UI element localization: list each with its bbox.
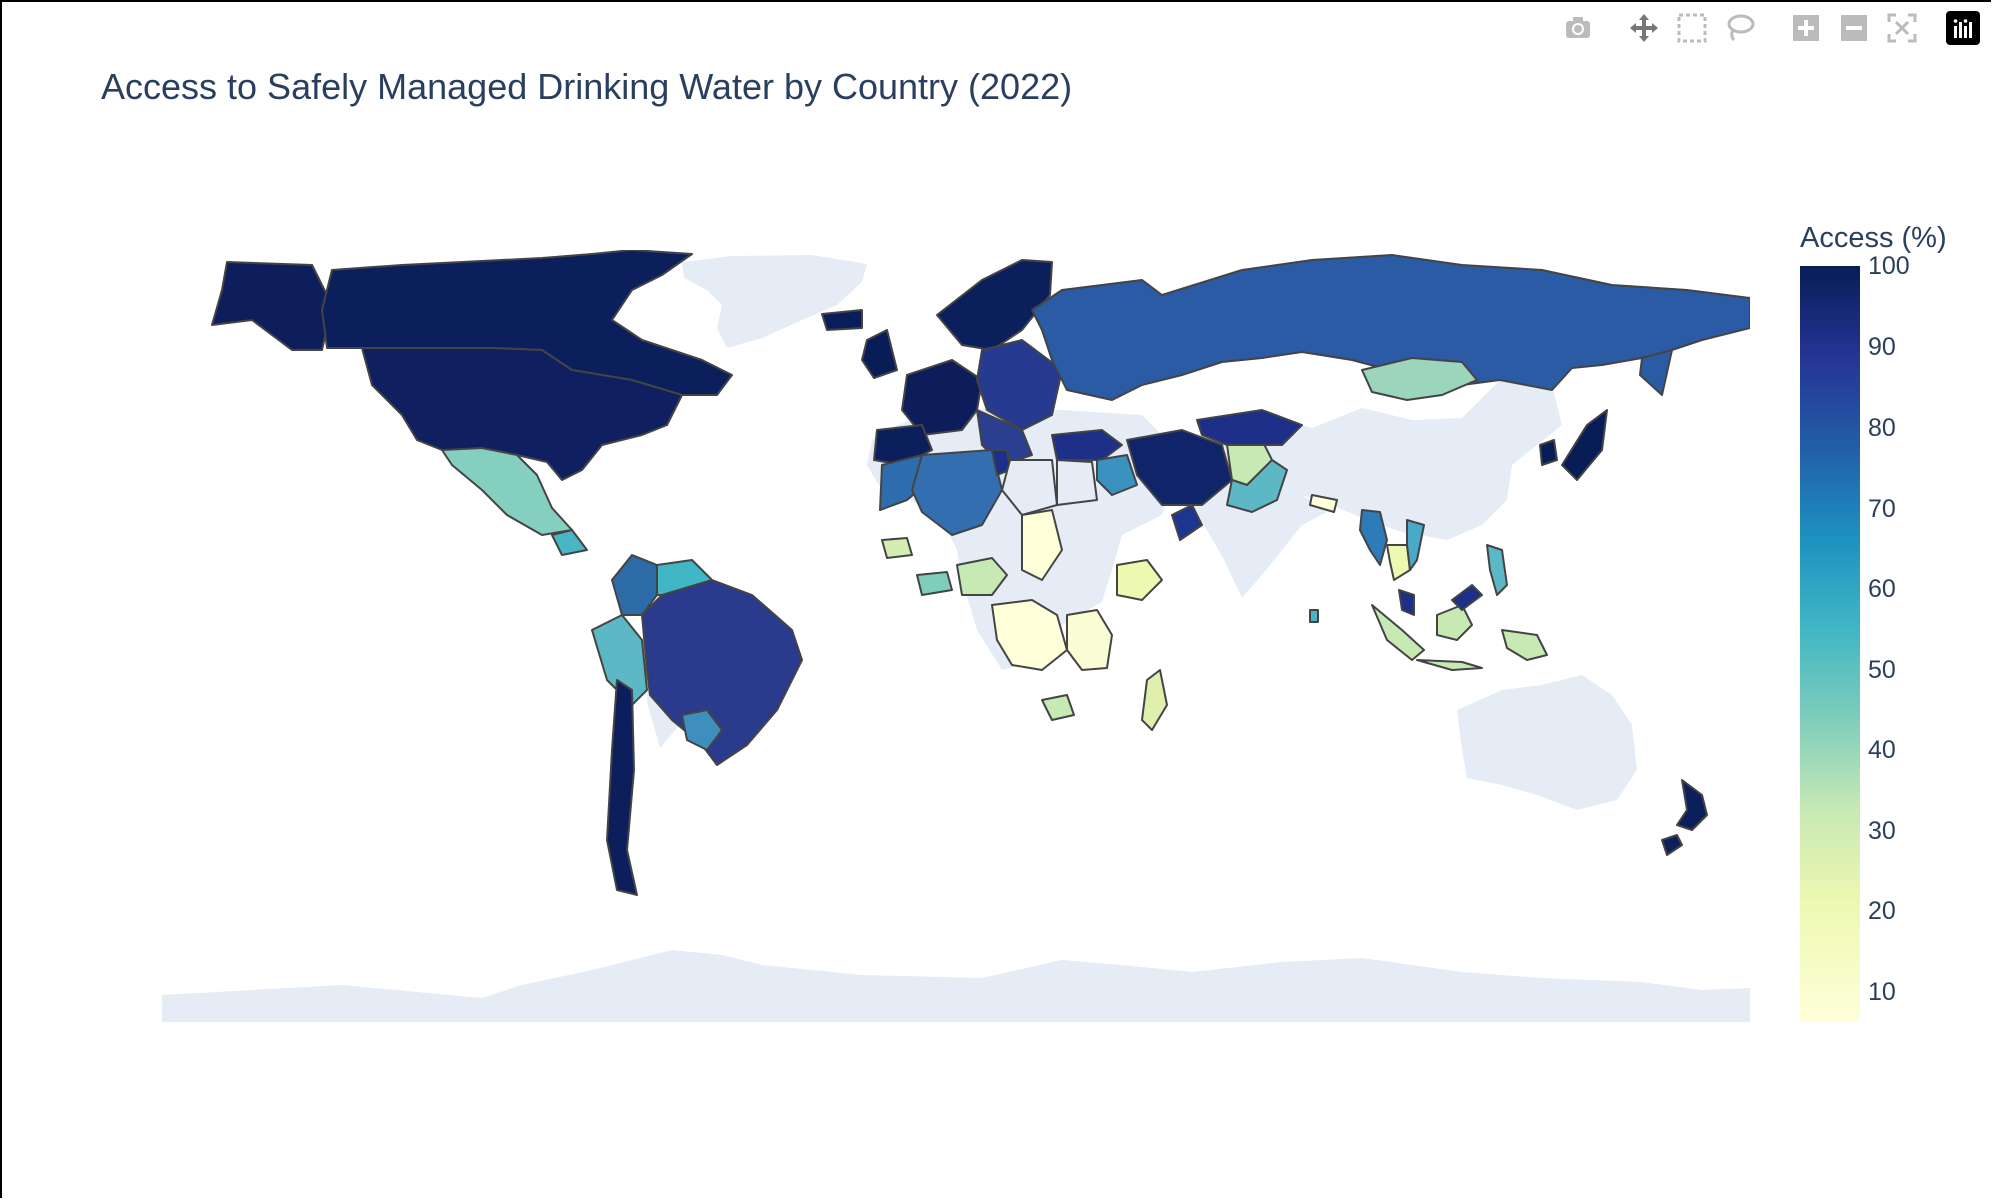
country-iran[interactable] (1126, 429, 1233, 506)
country-sri-lanka[interactable] (1309, 609, 1319, 623)
colorbar (1800, 266, 1860, 1022)
country-oman[interactable] (1171, 504, 1203, 541)
chart-title: Access to Safely Managed Drinking Water … (101, 66, 1073, 107)
country-western-europe[interactable] (901, 359, 983, 436)
country-vietnam[interactable] (1406, 519, 1425, 571)
country-australia[interactable] (1457, 675, 1637, 810)
zoom-in-icon[interactable] (1788, 10, 1824, 46)
country-iraq[interactable] (1096, 454, 1138, 496)
country-niger-chad[interactable] (1021, 509, 1063, 581)
country-mongolia[interactable] (1361, 357, 1478, 401)
country-new-zealand[interactable] (1661, 779, 1708, 856)
colorbar-tick: 100 (1868, 252, 1910, 280)
country-nepal[interactable] (1309, 494, 1338, 513)
plotly-logo-icon[interactable] (1946, 11, 1980, 45)
country-myanmar[interactable] (1359, 509, 1388, 566)
lasso-icon[interactable] (1722, 10, 1758, 46)
colorbar-tick: 40 (1868, 736, 1896, 764)
colorbar-tick: 70 (1868, 495, 1896, 523)
country-iceland[interactable] (821, 309, 863, 331)
country-central-asia[interactable] (1196, 409, 1303, 446)
country-antarctica[interactable] (162, 950, 1750, 1022)
country-malaysia[interactable] (1398, 589, 1415, 616)
country-pakistan[interactable] (1226, 459, 1288, 513)
country-indonesia[interactable] (1371, 604, 1548, 671)
colorbar-tick: 10 (1868, 978, 1896, 1006)
colorbar-tick: 90 (1868, 333, 1896, 361)
country-ghana[interactable] (916, 571, 953, 596)
country-guatemala[interactable] (551, 529, 588, 556)
country-uk[interactable] (861, 329, 898, 379)
country-zimbabwe[interactable] (1041, 694, 1075, 721)
country-borneo-north[interactable] (1451, 584, 1483, 611)
country-chile[interactable] (606, 679, 638, 896)
colorbar-tick: 30 (1868, 817, 1896, 845)
modebar (1560, 10, 1992, 46)
country-ethiopia[interactable] (1116, 559, 1163, 601)
pan-icon[interactable] (1626, 10, 1662, 46)
country-south-korea[interactable] (1539, 439, 1558, 466)
box-select-icon[interactable] (1674, 10, 1710, 46)
colorbar-tick: 80 (1868, 414, 1896, 442)
country-russia[interactable] (1031, 254, 1750, 401)
reset-axes-icon[interactable] (1884, 10, 1920, 46)
country-egypt[interactable] (1056, 459, 1098, 506)
country-greenland[interactable] (682, 255, 867, 348)
colorbar-title: Access (%) (1800, 222, 1947, 254)
country-philippines[interactable] (1486, 544, 1508, 596)
country-thailand[interactable] (1386, 544, 1411, 581)
colorbar-tick: 20 (1868, 897, 1896, 925)
colorbar-tick: 50 (1868, 656, 1896, 684)
country-kamchatka[interactable] (1639, 349, 1673, 396)
country-east-africa[interactable] (1066, 609, 1113, 671)
country-india[interactable] (1192, 450, 1327, 598)
country-turkey[interactable] (1051, 429, 1123, 461)
country-nigeria[interactable] (956, 557, 1008, 596)
country-peru[interactable] (591, 614, 648, 706)
country-madagascar[interactable] (1141, 669, 1168, 731)
world-map[interactable] (162, 250, 1750, 1022)
country-usa[interactable] (361, 347, 683, 481)
country-japan[interactable] (1561, 409, 1608, 481)
country-eastern-europe[interactable] (976, 339, 1063, 431)
country-scandinavia[interactable] (936, 259, 1053, 351)
camera-icon[interactable] (1560, 10, 1596, 46)
country-paraguay[interactable] (681, 709, 723, 751)
colorbar-tick: 60 (1868, 575, 1896, 603)
zoom-out-icon[interactable] (1836, 10, 1872, 46)
country-alaska[interactable] (211, 261, 333, 351)
country-senegal[interactable] (881, 537, 913, 559)
country-libya[interactable] (1001, 459, 1058, 516)
country-china[interactable] (1212, 380, 1562, 540)
country-congo[interactable] (991, 599, 1068, 671)
